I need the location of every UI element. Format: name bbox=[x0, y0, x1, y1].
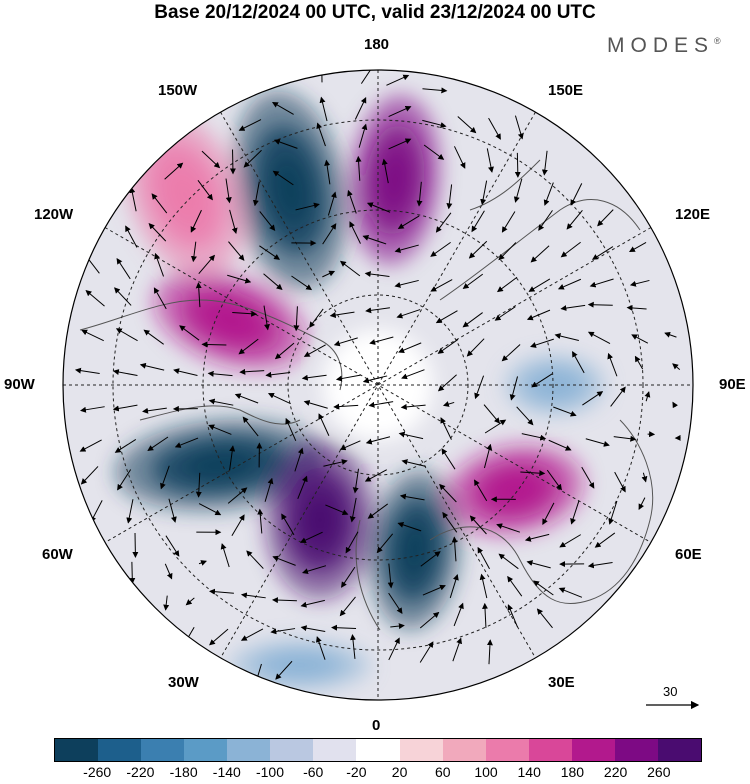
colorbar-tick-label: 260 bbox=[647, 764, 670, 780]
colorbar-tick-label: -220 bbox=[126, 764, 154, 780]
colorbar-bin bbox=[184, 739, 227, 761]
colorbar-tick-label: 140 bbox=[518, 764, 541, 780]
wind-vector bbox=[202, 344, 226, 345]
lon-label-90w: 90W bbox=[4, 376, 35, 393]
reference-vector-label: 30 bbox=[663, 684, 677, 699]
colorbar-bin bbox=[572, 739, 615, 761]
lon-label-120w: 120W bbox=[34, 206, 73, 223]
colorbar-tick-label: -20 bbox=[346, 764, 366, 780]
colorbar-bin bbox=[529, 739, 572, 761]
colorbar-tick-label: -140 bbox=[213, 764, 241, 780]
lon-label-60w: 60W bbox=[42, 546, 73, 563]
colorbar-bin bbox=[443, 739, 486, 761]
colorbar-bin bbox=[356, 739, 399, 761]
colorbar-bin bbox=[270, 739, 313, 761]
colorbar-tick-label: -60 bbox=[303, 764, 323, 780]
colorbar-bin bbox=[98, 739, 141, 761]
lon-label-60e: 60E bbox=[675, 546, 702, 563]
wind-vector bbox=[517, 153, 518, 177]
colorbar-bin bbox=[400, 739, 443, 761]
colorbar-tick-label: 20 bbox=[392, 764, 408, 780]
lon-label-150e: 150E bbox=[548, 82, 583, 99]
colorbar-tick-label: -260 bbox=[83, 764, 111, 780]
lon-label-150w: 150W bbox=[158, 82, 197, 99]
colorbar-bin bbox=[486, 739, 529, 761]
wind-vector bbox=[589, 305, 613, 306]
colorbar-tick-label: 100 bbox=[474, 764, 497, 780]
wind-vector bbox=[132, 562, 133, 583]
colorbar-tick-label: 180 bbox=[561, 764, 584, 780]
colorbar-tick-label: 220 bbox=[604, 764, 627, 780]
lon-label-30w: 30W bbox=[168, 674, 199, 691]
colorbar-bin bbox=[227, 739, 270, 761]
lon-label-120e: 120E bbox=[675, 206, 710, 223]
lon-label-90e: 90E bbox=[719, 376, 746, 393]
colorbar-bin bbox=[55, 739, 98, 761]
colorbar-labels: -260 -220 -180 -140 -100 -60 -20 20 60 100 140 180 2… bbox=[0, 764, 750, 784]
colorbar-bin bbox=[658, 739, 701, 761]
lon-label-180: 180 bbox=[364, 36, 389, 53]
colorbar-tick-label: 60 bbox=[435, 764, 451, 780]
colorbar-tick-label: -180 bbox=[170, 764, 198, 780]
colorbar bbox=[54, 738, 702, 762]
lon-label-0: 0 bbox=[372, 717, 380, 734]
colorbar-bin bbox=[313, 739, 356, 761]
lon-label-30e: 30E bbox=[548, 674, 575, 691]
colorbar-tick-label: -100 bbox=[256, 764, 284, 780]
polar-map bbox=[0, 0, 750, 735]
colorbar-bin bbox=[615, 739, 658, 761]
colorbar-bin bbox=[141, 739, 184, 761]
